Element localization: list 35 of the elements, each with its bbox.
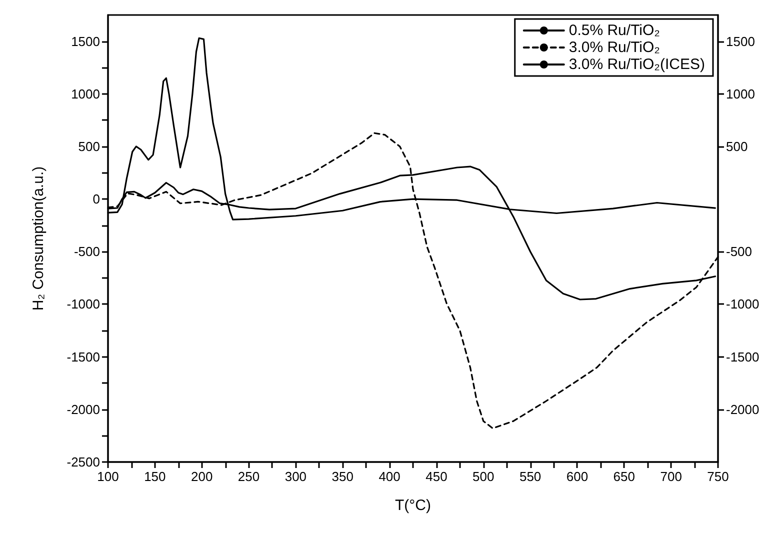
y-axis-title: H₂ Consumption(a.u.)	[30, 166, 47, 311]
x-tick-label: 450	[426, 469, 448, 484]
y-tick-label: 1000	[71, 86, 100, 102]
y2-tick-label: -1000	[726, 296, 760, 312]
x-tick-label: 750	[707, 469, 729, 484]
x-tick-label: 250	[238, 469, 260, 484]
x-tick-label: 650	[613, 469, 636, 484]
x-tick-label: 550	[519, 469, 542, 484]
y-tick-label: 1500	[71, 34, 100, 49]
legend-label: 0.5% Ru/TiO₂	[568, 22, 660, 39]
y-tick-label: -2000	[66, 402, 100, 417]
y2-tick-label: -2000	[726, 402, 760, 417]
y-tick-label: 500	[78, 138, 100, 154]
y2-tick-label: -1500	[726, 349, 760, 364]
legend-label: 3.0% Ru/TiO₂(ICES)	[568, 56, 706, 73]
x-tick-label: 700	[660, 469, 682, 484]
x-tick-label: 600	[566, 469, 588, 484]
y2-tick-label: -500	[726, 244, 752, 260]
y2-tick-label: 1000	[726, 86, 755, 102]
y-tick-label: -2500	[66, 454, 100, 470]
x-tick-label: 350	[332, 469, 354, 484]
x-tick-label: 150	[144, 469, 166, 484]
x-axis-title: T(°C)	[395, 497, 431, 514]
x-tick-label: 100	[97, 469, 119, 484]
y-tick-label: -1500	[66, 349, 100, 364]
x-tick-label: 300	[284, 469, 307, 484]
y-tick-label: -1000	[66, 296, 100, 312]
y-tick-label: 0	[92, 192, 100, 207]
y2-tick-label: 500	[726, 138, 748, 154]
x-tick-label: 200	[190, 469, 213, 484]
x-tick-label: 500	[472, 469, 494, 484]
legend-label: 3.0% Ru/TiO₂	[568, 39, 660, 56]
y-tick-label: -500	[74, 244, 100, 260]
y2-tick-label: 1500	[726, 34, 755, 49]
x-tick-label: 400	[378, 469, 400, 484]
